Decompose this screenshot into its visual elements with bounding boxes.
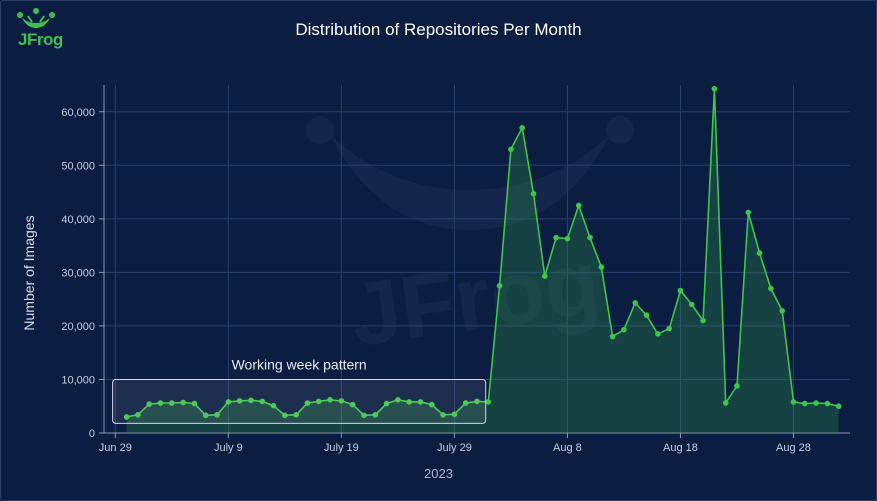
data-point (225, 399, 232, 405)
data-point (496, 282, 503, 289)
data-point (575, 202, 582, 209)
data-point (236, 398, 243, 404)
annotation-label: Working week pattern (232, 356, 367, 372)
annotation-box (112, 378, 487, 424)
data-point (417, 399, 424, 405)
x-tick-label: July 29 (437, 442, 472, 454)
data-point (745, 209, 752, 216)
x-tick-label: Aug 18 (663, 442, 698, 454)
data-point (327, 397, 333, 403)
data-point (214, 411, 220, 418)
data-point (711, 85, 718, 92)
data-point (666, 325, 672, 332)
data-point (474, 398, 480, 405)
data-point (564, 235, 571, 242)
y-tick-label: 40,000 (61, 214, 95, 226)
data-point (440, 411, 446, 418)
data-point (824, 400, 831, 407)
data-point (248, 397, 254, 404)
data-point (508, 146, 514, 153)
data-point (813, 400, 819, 406)
data-point (304, 400, 311, 406)
data-point (677, 287, 684, 294)
data-point (361, 412, 367, 419)
data-point (835, 403, 842, 410)
data-point (428, 401, 435, 408)
data-point (293, 411, 299, 418)
data-point (722, 400, 729, 406)
data-point (756, 250, 763, 256)
data-point (123, 414, 130, 420)
data-point (688, 301, 695, 308)
y-tick-label: 10,000 (61, 374, 95, 386)
data-point (202, 412, 209, 419)
logo-text: JFrog (18, 30, 63, 49)
data-point (338, 398, 345, 404)
data-point (157, 400, 164, 406)
data-point (462, 400, 469, 406)
data-point (643, 312, 650, 319)
data-point (395, 397, 401, 403)
x-axis-label: 2023 (424, 466, 453, 481)
data-point (700, 317, 706, 324)
data-point (282, 412, 288, 419)
x-tick-label: Aug 8 (553, 442, 582, 454)
jfrog-logo-icon (17, 8, 55, 28)
data-point (542, 273, 548, 279)
data-point (801, 400, 808, 407)
series (123, 85, 842, 433)
annotations: Working week pattern (112, 356, 487, 424)
x-tick-label: Jun 29 (99, 442, 132, 454)
data-point (349, 401, 356, 408)
data-point (135, 411, 141, 418)
data-point (768, 285, 774, 292)
data-point (598, 264, 605, 270)
data-point (587, 234, 593, 241)
data-point (372, 411, 379, 418)
data-point (451, 411, 458, 418)
data-point (259, 398, 266, 405)
x-tick-label: July 9 (214, 442, 243, 454)
data-point (553, 234, 559, 241)
data-point (609, 333, 616, 340)
x-tick-label: July 19 (324, 442, 359, 454)
data-point (655, 331, 661, 337)
y-tick-label: 60,000 (61, 107, 95, 119)
chart-title: Distribution of Repositories Per Month (295, 20, 582, 39)
y-tick-label: 0 (89, 428, 95, 440)
data-point (191, 400, 198, 407)
series-area (126, 88, 839, 433)
data-point (169, 400, 175, 406)
data-point (621, 326, 627, 333)
data-point (485, 399, 492, 405)
data-point (519, 125, 526, 131)
y-tick-label: 30,000 (61, 267, 95, 279)
data-point (779, 308, 785, 314)
axes: 0 10,000 20,000 30,000 40,000 50,000 60,000 Jun… (61, 85, 850, 454)
y-tick-label: 50,000 (61, 160, 95, 172)
data-point (383, 400, 390, 407)
data-point (734, 383, 740, 389)
x-tick-label: Aug 28 (776, 442, 811, 454)
data-point (270, 402, 277, 409)
data-point (146, 401, 153, 407)
data-point (406, 399, 412, 405)
series-line (126, 88, 839, 418)
data-point (180, 399, 186, 406)
data-point (632, 300, 639, 306)
y-tick-label: 20,000 (61, 321, 95, 333)
data-point (530, 190, 537, 197)
data-point (790, 399, 797, 405)
data-point (315, 398, 322, 405)
